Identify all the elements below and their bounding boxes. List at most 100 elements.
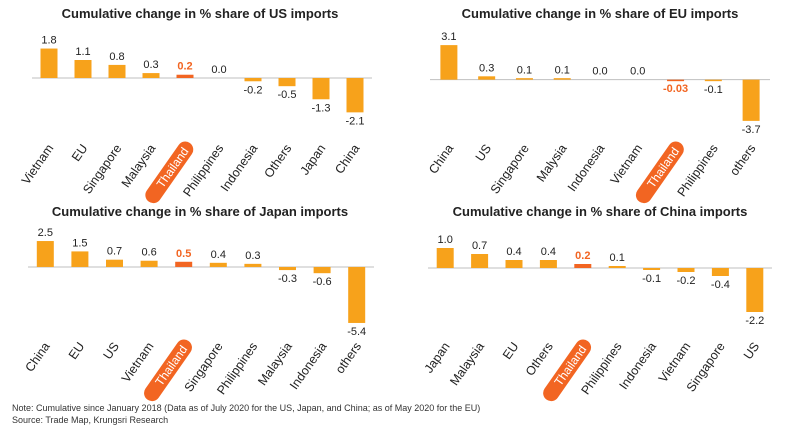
category-label: EU [66, 340, 87, 362]
category-label: Vietnam [608, 142, 646, 187]
value-label: 0.2 [575, 250, 590, 262]
bar-singapore [711, 268, 729, 276]
value-label: -0.3 [278, 273, 297, 285]
source-text: Source: Trade Map, Krungsri Research [12, 415, 169, 425]
value-label: -0.1 [642, 273, 661, 285]
value-label: -0.5 [278, 89, 297, 101]
category-label: US [101, 340, 122, 362]
value-label: 0.3 [245, 250, 260, 262]
category-label-group: Vietnam [608, 142, 646, 187]
bar-thailand [176, 74, 194, 78]
bar-vietnam [677, 268, 695, 272]
chart-title: Cumulative change in % share of US impor… [61, 6, 339, 21]
bar-malaysia [471, 254, 489, 268]
category-label-group: EU [66, 340, 87, 362]
bar-us [746, 268, 764, 312]
category-label: others [727, 142, 758, 178]
category-label: EU [500, 340, 521, 362]
category-label-group: China [23, 340, 53, 375]
value-label: 0.7 [472, 240, 487, 252]
value-label: -3.7 [742, 124, 761, 136]
category-label-group: Others [523, 340, 556, 379]
value-label: -0.6 [313, 276, 332, 288]
value-label: 0.0 [630, 66, 645, 78]
highlight-pill [144, 339, 192, 402]
value-label: 0.7 [107, 246, 122, 258]
category-label: Vietnam [656, 340, 694, 385]
category-label: Vietnam [119, 340, 157, 385]
category-label: EU [69, 142, 90, 164]
value-label: 0.4 [541, 246, 556, 258]
value-label: -0.2 [677, 275, 696, 287]
bar-thailand [175, 261, 193, 267]
bar-eu [505, 260, 523, 268]
value-label: -1.3 [312, 102, 331, 114]
value-label: 0.5 [176, 248, 191, 260]
highlight-pill [543, 339, 592, 402]
value-label: 2.5 [38, 227, 53, 239]
category-label: Malysia [534, 142, 570, 185]
value-label: -2.1 [346, 115, 365, 127]
bar-vietnam [40, 48, 58, 78]
category-label-group: Indonesia [565, 142, 608, 194]
category-label: Indonesia [565, 142, 608, 194]
value-label: 1.5 [72, 237, 87, 249]
bar-us [478, 76, 496, 80]
bar-philippines [704, 79, 722, 82]
category-label: Japan [422, 340, 453, 376]
category-label-group: Japan [422, 340, 453, 376]
category-label-group: Vietnam [656, 340, 694, 385]
bar-indonesia [244, 78, 262, 82]
bar-malysia [553, 78, 571, 80]
category-label-group: Singapore [488, 142, 532, 197]
value-label: 0.4 [506, 246, 521, 258]
bar-others [348, 266, 366, 323]
footnotes: Note: Cumulative since January 2018 (Dat… [12, 402, 480, 426]
highlight-pill [145, 141, 194, 204]
value-label: 0.0 [592, 66, 607, 78]
bar-us [106, 259, 123, 267]
chart-svg: 1.8Vietnam1.1EU0.8Singapore0.3Malaysia0.… [19, 35, 372, 204]
bar-thailand [574, 264, 592, 268]
chart-china-imports: Cumulative change in % share of China im… [400, 198, 800, 402]
value-label: 0.1 [610, 252, 625, 264]
category-label-group: Japan [297, 142, 328, 178]
category-label: Malaysia [447, 340, 487, 388]
bar-vietnam [140, 260, 158, 267]
highlight-pill [635, 141, 684, 204]
value-label: -2.2 [745, 315, 764, 327]
category-label: Singapore [488, 142, 532, 197]
chart-us-imports: Cumulative change in % share of US impor… [0, 0, 400, 204]
category-label-group: EU [500, 340, 521, 362]
category-label-group: EU [69, 142, 90, 164]
chart-title: Cumulative change in % share of Japan im… [51, 204, 349, 219]
value-label: 0.1 [517, 65, 532, 77]
category-label: China [23, 340, 53, 375]
category-label: US [741, 340, 762, 362]
value-label: -5.4 [347, 326, 366, 338]
chart-eu-imports: Cumulative change in % share of EU impor… [400, 0, 800, 204]
value-label: 1.1 [75, 46, 90, 58]
category-label: Others [261, 142, 294, 181]
bar-singapore [515, 78, 533, 80]
category-label-group: China [332, 142, 362, 177]
bar-malaysia [142, 73, 160, 78]
bar-indonesia [313, 266, 331, 274]
bar-others [539, 260, 557, 268]
category-label: China [332, 142, 362, 177]
bar-others [278, 78, 296, 87]
category-label-group: US [741, 340, 762, 362]
value-label: 0.0 [211, 64, 226, 76]
value-label: -0.03 [663, 83, 688, 95]
category-label: Thailand [644, 145, 682, 191]
bar-singapore [108, 64, 126, 78]
bar-thailand [667, 79, 685, 82]
category-label-group: others [333, 340, 364, 376]
category-label-group: US [101, 340, 122, 362]
value-label: 0.3 [143, 59, 158, 71]
category-label-group: Malysia [534, 142, 570, 185]
category-label-group: US [473, 142, 494, 164]
chart-svg: 3.1 China 0.3 US 0.1 Singapore 0.1 Malysia 0.0 In… [426, 31, 770, 204]
value-label: 0.1 [555, 65, 570, 77]
bar-china [346, 78, 364, 113]
